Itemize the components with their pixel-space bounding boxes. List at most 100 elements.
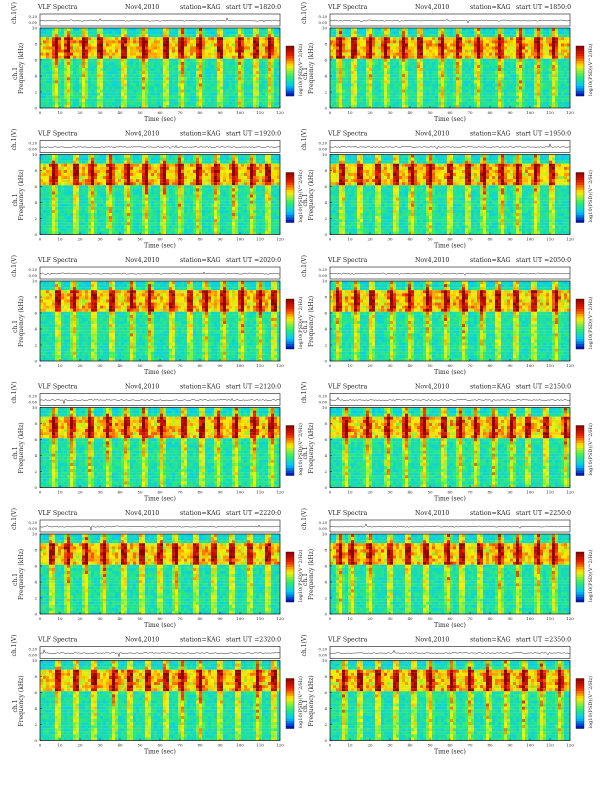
heatmap-cell bbox=[339, 53, 342, 56]
heatmap-cell bbox=[139, 96, 142, 99]
heatmap-cell bbox=[241, 74, 244, 77]
heatmap-cell bbox=[175, 59, 178, 62]
heatmap-cell bbox=[528, 43, 531, 46]
heatmap-cell bbox=[390, 71, 393, 74]
panel-station: station=KAG bbox=[470, 4, 511, 11]
heatmap-cell bbox=[277, 40, 280, 43]
heatmap-cell bbox=[564, 34, 567, 37]
heatmap-cell bbox=[91, 99, 94, 102]
heatmap-cell bbox=[199, 37, 202, 40]
heatmap-cell bbox=[435, 102, 438, 105]
heatmap-cell bbox=[537, 102, 540, 105]
heatmap-cell bbox=[456, 34, 459, 37]
heatmap-cell bbox=[399, 93, 402, 96]
heatmap-cell bbox=[70, 31, 73, 34]
heatmap-cell bbox=[265, 80, 268, 83]
heatmap-cell bbox=[408, 77, 411, 80]
heatmap-cell bbox=[55, 216, 58, 219]
heatmap-cell bbox=[112, 50, 115, 53]
heatmap-cell bbox=[558, 105, 561, 108]
heatmap-cell bbox=[333, 93, 336, 96]
heatmap-cell bbox=[447, 77, 450, 80]
heatmap-cell bbox=[339, 93, 342, 96]
heatmap-cell bbox=[423, 68, 426, 71]
heatmap-cell bbox=[411, 96, 414, 99]
x-tick-label: 0 bbox=[39, 110, 42, 115]
heatmap-cell bbox=[61, 34, 64, 37]
heatmap-cell bbox=[519, 34, 522, 37]
heatmap-cell bbox=[160, 31, 163, 34]
heatmap-cell bbox=[567, 34, 570, 37]
heatmap-cell bbox=[115, 167, 118, 170]
heatmap-cell bbox=[381, 99, 384, 102]
heatmap-cell bbox=[184, 83, 187, 86]
heatmap-cell bbox=[369, 56, 372, 59]
heatmap-cell bbox=[124, 62, 127, 65]
heatmap-cell bbox=[402, 59, 405, 62]
heatmap-cell bbox=[450, 37, 453, 40]
heatmap-cell bbox=[354, 37, 357, 40]
heatmap-cell bbox=[528, 53, 531, 56]
heatmap-cell bbox=[366, 102, 369, 105]
heatmap-cell bbox=[67, 170, 70, 173]
heatmap-cell bbox=[130, 93, 133, 96]
heatmap-cell bbox=[130, 65, 133, 68]
heatmap-cell bbox=[486, 59, 489, 62]
heatmap-cell bbox=[366, 59, 369, 62]
heatmap-cell bbox=[103, 185, 106, 188]
heatmap-cell bbox=[103, 207, 106, 210]
heatmap-cell bbox=[259, 80, 262, 83]
heatmap-cell bbox=[106, 53, 109, 56]
heatmap-cell bbox=[88, 99, 91, 102]
heatmap-cell bbox=[244, 74, 247, 77]
heatmap-cell bbox=[199, 28, 202, 31]
heatmap-cell bbox=[489, 93, 492, 96]
heatmap-cell bbox=[540, 43, 543, 46]
heatmap-cell bbox=[85, 198, 88, 201]
heatmap-cell bbox=[76, 65, 79, 68]
heatmap-cell bbox=[259, 37, 262, 40]
heatmap-cell bbox=[387, 40, 390, 43]
heatmap-cell bbox=[52, 170, 55, 173]
heatmap-cell bbox=[256, 53, 259, 56]
heatmap-cell bbox=[67, 53, 70, 56]
panel-title: VLF Spectra bbox=[327, 4, 368, 11]
heatmap-cell bbox=[330, 28, 333, 31]
heatmap-cell bbox=[205, 46, 208, 49]
heatmap-cell bbox=[546, 50, 549, 53]
heatmap-cell bbox=[268, 86, 271, 89]
heatmap-cell bbox=[49, 228, 52, 231]
heatmap-cell bbox=[64, 28, 67, 31]
heatmap-cell bbox=[55, 179, 58, 182]
heatmap-cell bbox=[537, 105, 540, 108]
heatmap-cell bbox=[555, 28, 558, 31]
heatmap-cell bbox=[504, 46, 507, 49]
heatmap-cell bbox=[220, 96, 223, 99]
heatmap-cell bbox=[459, 80, 462, 83]
heatmap-cell bbox=[106, 219, 109, 222]
heatmap-cell bbox=[94, 191, 97, 194]
heatmap-cell bbox=[423, 93, 426, 96]
heatmap-cell bbox=[112, 219, 115, 222]
heatmap-cell bbox=[97, 43, 100, 46]
heatmap-cell bbox=[82, 179, 85, 182]
heatmap-cell bbox=[115, 213, 118, 216]
heatmap-cell bbox=[250, 105, 253, 108]
heatmap-cell bbox=[190, 68, 193, 71]
heatmap-cell bbox=[172, 65, 175, 68]
heatmap-cell bbox=[339, 68, 342, 71]
heatmap-cell bbox=[408, 37, 411, 40]
heatmap-cell bbox=[70, 83, 73, 86]
heatmap-cell bbox=[106, 167, 109, 170]
heatmap-cell bbox=[423, 65, 426, 68]
heatmap-cell bbox=[381, 37, 384, 40]
heatmap-cell bbox=[106, 179, 109, 182]
heatmap-cell bbox=[151, 28, 154, 31]
heatmap-cell bbox=[372, 53, 375, 56]
heatmap-cell bbox=[136, 96, 139, 99]
heatmap-cell bbox=[103, 182, 106, 185]
heatmap-cell bbox=[214, 31, 217, 34]
heatmap-cell bbox=[40, 198, 43, 201]
heatmap-cell bbox=[262, 56, 265, 59]
heatmap-cell bbox=[339, 74, 342, 77]
